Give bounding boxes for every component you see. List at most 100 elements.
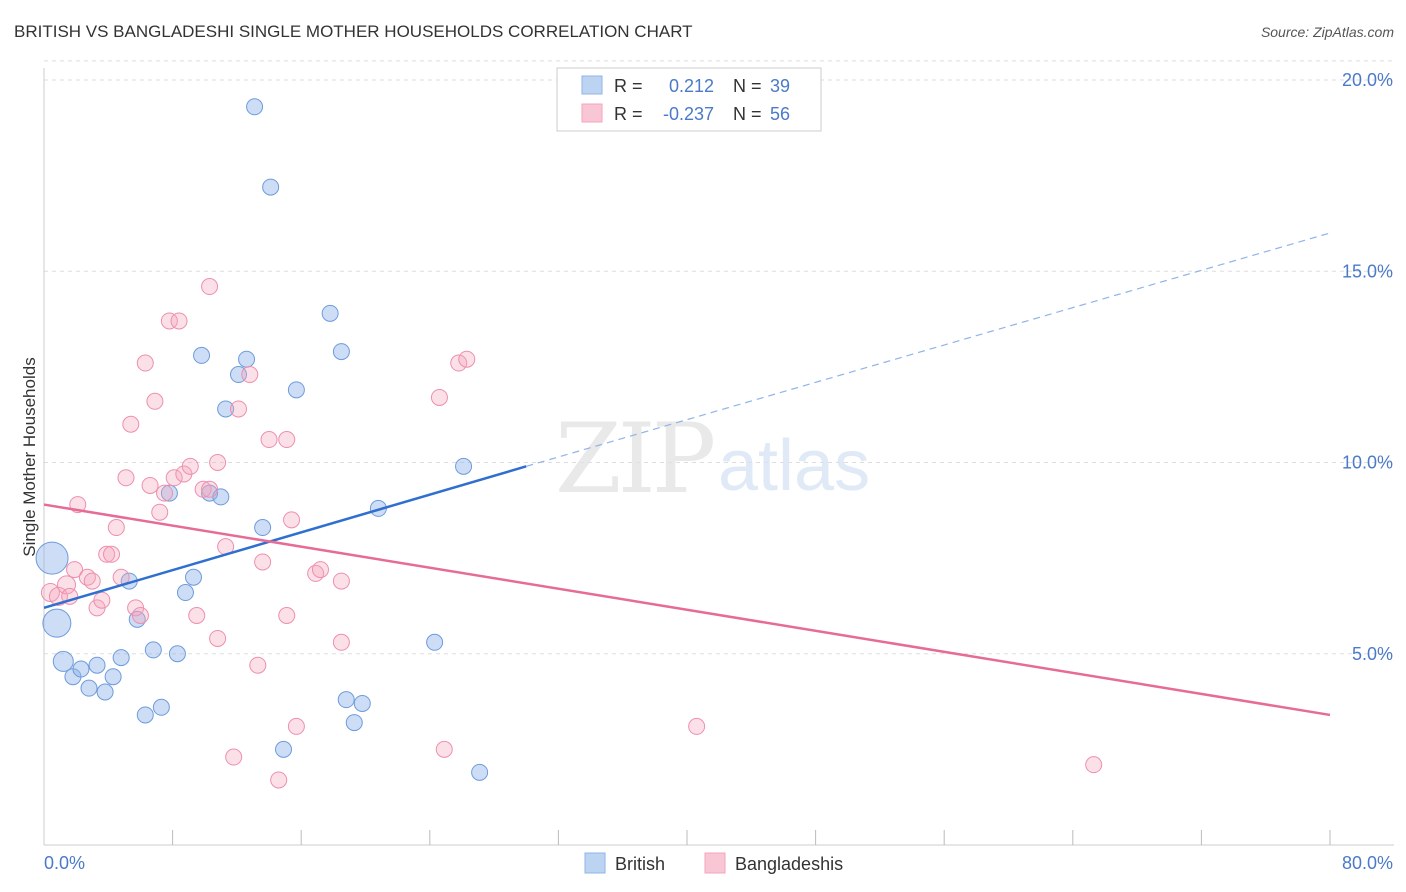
bangladeshis-point bbox=[278, 607, 296, 624]
watermark-zip: ZIP bbox=[555, 403, 714, 515]
trend-lines bbox=[43, 232, 1331, 717]
british-point bbox=[160, 484, 178, 502]
watermark: ZIP atlas bbox=[555, 403, 870, 515]
british-point bbox=[144, 641, 162, 659]
british-point bbox=[275, 740, 293, 758]
legend-bottom-swatch-bangladeshis bbox=[704, 852, 726, 874]
british-point bbox=[112, 649, 130, 667]
legend-r-label-bangladeshis: R = bbox=[614, 104, 643, 124]
bangladeshis-point bbox=[332, 572, 350, 590]
british-point bbox=[168, 645, 186, 663]
bangladeshis-point bbox=[93, 591, 111, 609]
british-point bbox=[246, 98, 264, 116]
british-point bbox=[176, 584, 194, 602]
legend-bottom: British Bangladeshis bbox=[584, 852, 843, 874]
x-tick-label-min: 0.0% bbox=[44, 853, 85, 873]
bangladeshis-trend-line bbox=[43, 503, 1331, 717]
british-point bbox=[455, 457, 473, 475]
bangladeshis-point bbox=[146, 392, 164, 410]
bangladeshis-point bbox=[270, 771, 288, 789]
bangladeshis-point bbox=[107, 519, 125, 537]
x-axis-ticks bbox=[172, 830, 1331, 845]
british-point bbox=[262, 178, 280, 196]
british-point bbox=[353, 694, 371, 712]
bangladeshis-point bbox=[165, 469, 183, 487]
bangladeshis-point bbox=[283, 511, 301, 529]
bangladeshis-point bbox=[450, 354, 468, 372]
bangladeshis-point bbox=[131, 607, 149, 624]
british-point bbox=[72, 660, 90, 678]
legend-r-value-british: 0.212 bbox=[669, 76, 714, 96]
bangladeshis-point bbox=[287, 717, 305, 735]
bangladeshis-point bbox=[122, 415, 140, 433]
legend-r-label-british: R = bbox=[614, 76, 643, 96]
british-point bbox=[217, 400, 235, 418]
bangladeshis-point bbox=[241, 366, 259, 384]
legend-r-value-bangladeshis: -0.237 bbox=[663, 104, 714, 124]
british-point bbox=[426, 633, 444, 651]
british-point bbox=[136, 706, 154, 724]
bangladeshis-point bbox=[230, 400, 248, 418]
bangladeshis-point bbox=[225, 748, 243, 766]
source-label: Source: ZipAtlas.com bbox=[1260, 24, 1394, 40]
bangladeshis-point bbox=[254, 553, 272, 571]
legend-bottom-label-bangladeshis: Bangladeshis bbox=[735, 854, 843, 874]
bangladeshis-point bbox=[117, 469, 135, 487]
british-point bbox=[80, 679, 98, 697]
legend-n-value-british: 39 bbox=[770, 76, 790, 96]
y-tick-label: 20.0% bbox=[1342, 70, 1393, 90]
bangladeshis-point bbox=[170, 312, 188, 330]
british-trend-extension bbox=[526, 232, 1331, 467]
british-point bbox=[345, 714, 363, 732]
british-point bbox=[337, 691, 355, 709]
bangladeshis-point bbox=[430, 388, 448, 406]
bangladeshis-point bbox=[332, 633, 350, 651]
y-axis-title: Single Mother Households bbox=[20, 357, 39, 556]
bangladeshis-point bbox=[66, 561, 84, 579]
legend-bottom-swatch-british bbox=[584, 852, 606, 874]
legend-bottom-label-british: British bbox=[615, 854, 665, 874]
british-point bbox=[184, 568, 202, 586]
british-point bbox=[152, 698, 170, 716]
chart-title: BRITISH VS BANGLADESHI SINGLE MOTHER HOU… bbox=[14, 22, 693, 41]
bangladeshis-point bbox=[188, 607, 206, 624]
british-point bbox=[96, 683, 114, 701]
british-trend-line bbox=[43, 465, 527, 610]
y-tick-label: 15.0% bbox=[1342, 261, 1393, 281]
legend-swatch-british bbox=[581, 75, 603, 95]
british-point bbox=[321, 304, 339, 322]
bangladeshis-point bbox=[201, 480, 219, 498]
bangladeshis-point bbox=[688, 717, 706, 735]
y-axis-tick-labels: 5.0% 10.0% 15.0% 20.0% bbox=[1342, 70, 1393, 664]
british-point bbox=[332, 343, 350, 361]
legend-n-value-bangladeshis: 56 bbox=[770, 104, 790, 124]
legend-swatch-bangladeshis bbox=[581, 103, 603, 123]
legend-n-label-british: N = bbox=[733, 76, 762, 96]
legend-top: R = 0.212 N = 39 R = -0.237 N = 56 bbox=[556, 67, 822, 132]
bangladeshis-point bbox=[458, 350, 476, 368]
bangladeshis-point bbox=[57, 575, 77, 595]
bangladeshis-point bbox=[249, 656, 267, 674]
british-point bbox=[104, 668, 122, 686]
bangladeshis-point bbox=[151, 503, 169, 521]
bangladeshis-point bbox=[209, 629, 227, 647]
bangladeshis-point bbox=[201, 278, 219, 296]
y-tick-label: 10.0% bbox=[1342, 453, 1393, 473]
bangladeshis-point bbox=[83, 572, 101, 590]
bangladeshis-point bbox=[260, 431, 278, 449]
british-point bbox=[238, 350, 256, 368]
british-point bbox=[42, 608, 72, 638]
bangladeshis-point bbox=[435, 740, 453, 758]
bangladeshis-point bbox=[103, 545, 121, 563]
bangladeshis-point bbox=[278, 431, 296, 449]
bangladeshis-point bbox=[156, 484, 174, 502]
british-point bbox=[287, 381, 305, 399]
bangladeshis-point bbox=[181, 457, 199, 475]
bangladeshis-points bbox=[40, 278, 1103, 789]
bangladeshis-point bbox=[1085, 756, 1103, 774]
british-point bbox=[193, 346, 211, 364]
bangladeshis-point bbox=[209, 454, 227, 471]
british-point bbox=[52, 650, 74, 672]
british-point bbox=[254, 519, 272, 537]
